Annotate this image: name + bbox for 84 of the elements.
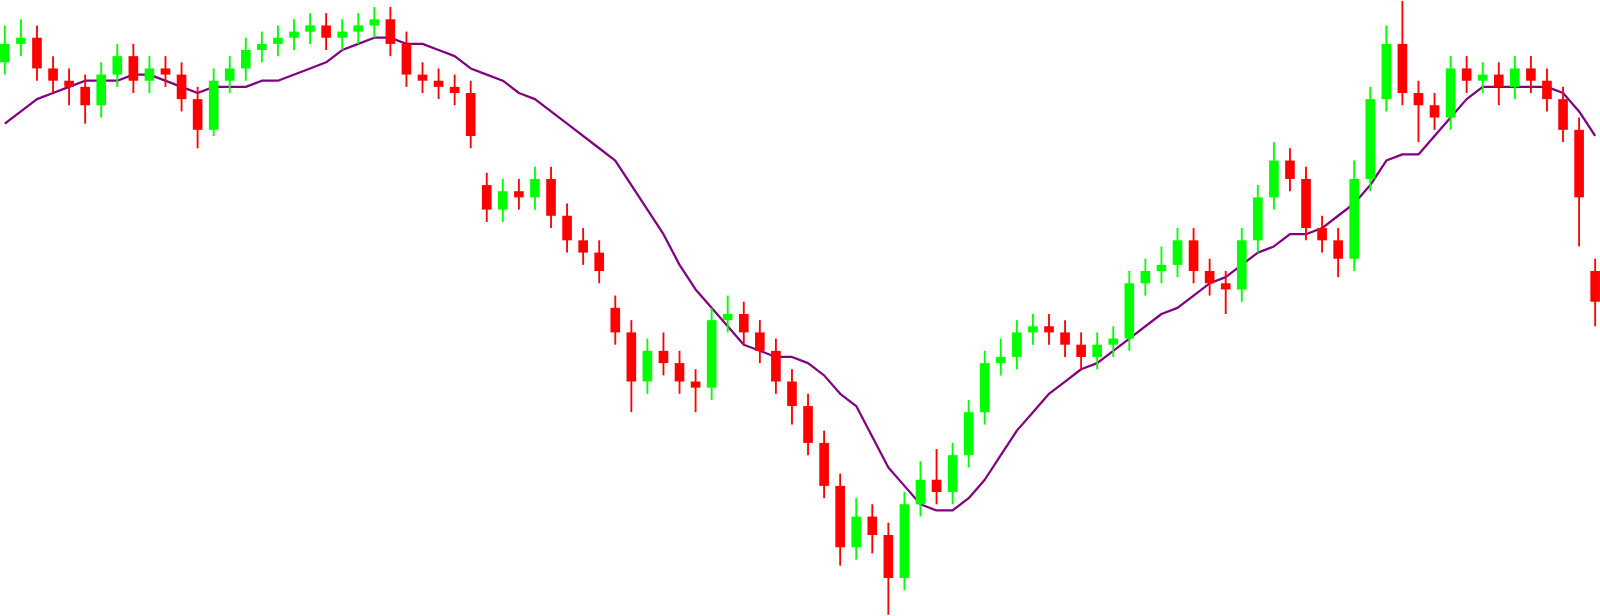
candlestick [1269, 141, 1279, 211]
candlestick [738, 300, 749, 346]
candlestick [995, 337, 1006, 377]
candlestick [594, 239, 605, 285]
candlestick [369, 6, 380, 39]
candlestick [1028, 313, 1038, 346]
candlestick [160, 55, 171, 88]
candlestick [1253, 184, 1263, 254]
candlestick [144, 55, 155, 95]
candlestick [481, 172, 492, 223]
candlestick [192, 86, 203, 150]
candlestick [321, 12, 331, 52]
candlestick [1012, 319, 1022, 371]
candlestick [819, 429, 829, 500]
candlestick [417, 61, 428, 95]
candlestick [787, 368, 797, 426]
candlestick [1333, 227, 1343, 279]
candlestick [610, 294, 621, 346]
candlestick [449, 73, 460, 107]
candlestick [273, 24, 283, 58]
candlestick [1060, 319, 1070, 359]
candlestick [80, 73, 90, 125]
candlestick [465, 79, 476, 150]
candlestick [16, 18, 26, 58]
candlestick [690, 368, 701, 414]
candlestick [722, 294, 733, 334]
candlestick [514, 178, 524, 211]
candlestick [1493, 61, 1504, 107]
candlestick [257, 30, 267, 64]
candlestick [867, 503, 878, 555]
candlestick [578, 227, 588, 266]
candlestick [658, 331, 669, 377]
candlestick [883, 521, 894, 616]
candlestick [128, 43, 139, 95]
candlestick [385, 6, 396, 58]
candlestick [1140, 257, 1151, 297]
candlestick [1429, 92, 1440, 131]
candlestick [1558, 86, 1568, 144]
candlestick [353, 12, 364, 45]
candlestick [931, 448, 942, 506]
candlestick [915, 460, 926, 518]
candlestick [1188, 227, 1199, 285]
candlestick [562, 202, 572, 254]
candlestick [289, 18, 299, 52]
candlestick [433, 67, 444, 101]
candlestick [498, 178, 508, 223]
candlestick [1220, 270, 1231, 316]
candlestick [32, 24, 42, 82]
candlestick [1510, 55, 1520, 101]
candlestick [546, 165, 556, 230]
candlestick [337, 18, 348, 52]
candlestick [1156, 245, 1167, 285]
candlestick [851, 497, 862, 561]
candlestick [1477, 61, 1488, 95]
candlestick [1526, 55, 1536, 95]
candlestick [112, 43, 123, 88]
candlestick [1172, 227, 1183, 279]
candlestick [642, 337, 653, 395]
candlestick [1108, 325, 1119, 359]
candlestick [947, 442, 958, 506]
candlestick [963, 399, 974, 469]
candlestick [803, 393, 813, 457]
candlestick [240, 36, 251, 82]
candlestick [771, 337, 781, 395]
candlestick [1092, 331, 1103, 371]
candlestick [401, 30, 412, 88]
candlestick [1317, 214, 1327, 254]
candlestick [64, 67, 74, 107]
candlestick [1285, 147, 1295, 193]
candlestick [48, 55, 58, 95]
candlestick [96, 61, 107, 119]
candlestick [1076, 331, 1086, 371]
candlestick [1204, 257, 1215, 297]
candlestick [1413, 79, 1424, 144]
candlestick [1542, 67, 1552, 113]
candlestick [0, 24, 10, 76]
candlestick [755, 319, 765, 365]
candlestick [224, 55, 235, 95]
candlestick [530, 165, 540, 211]
candlestick [674, 350, 685, 395]
candlestick [1461, 55, 1472, 95]
candlestick [176, 61, 187, 113]
candlestick [305, 12, 315, 45]
candlestick [1044, 313, 1054, 346]
